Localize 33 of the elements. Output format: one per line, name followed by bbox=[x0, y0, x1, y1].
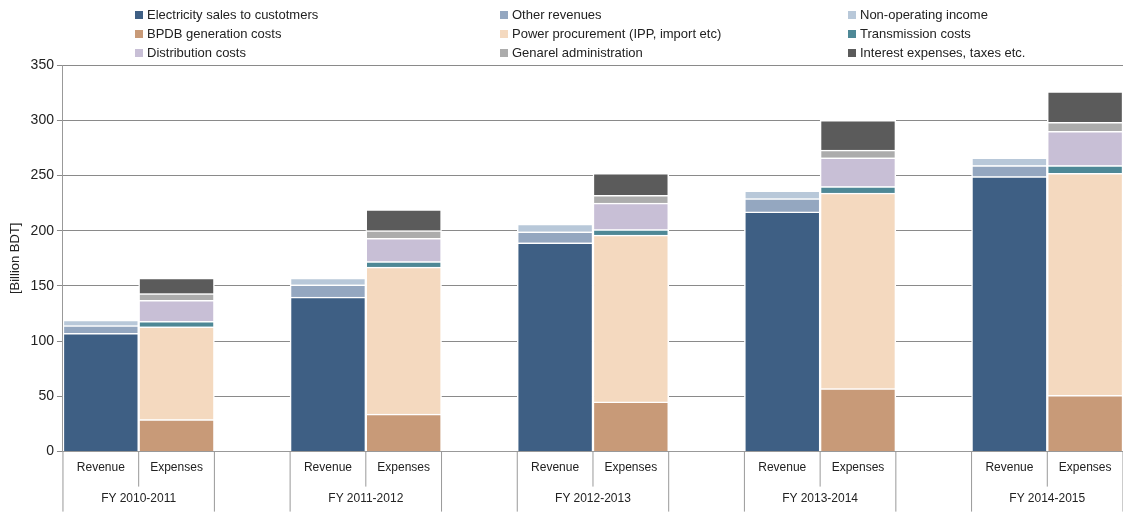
y-tick-label: 100 bbox=[30, 332, 55, 348]
text: FY 2014-2015 bbox=[1009, 490, 1086, 505]
x-tick-label: Revenue bbox=[985, 460, 1034, 475]
x-tick-label: Revenue bbox=[76, 460, 126, 475]
legend-label: Non-operating income bbox=[860, 7, 988, 22]
legend-label: Other revenues bbox=[512, 7, 602, 22]
x-tick-label: Expenses bbox=[604, 460, 658, 475]
x-tick-label: Revenue bbox=[531, 460, 580, 475]
x-tick-label: Expenses bbox=[1058, 460, 1112, 475]
legend-label: Power procurement (IPP, import etc) bbox=[512, 26, 722, 41]
y-tick-label: 50 bbox=[38, 387, 55, 404]
legend-label: BPDB generation costs bbox=[147, 26, 282, 41]
legend-label: Genarel administration bbox=[512, 45, 643, 60]
y-tick-label: 200 bbox=[30, 221, 55, 238]
y-tick-label: 150 bbox=[30, 276, 55, 293]
y-tick-label: 300 bbox=[30, 111, 55, 128]
text: FY 2012-2013 bbox=[555, 490, 632, 505]
legend-label: Distribution costs bbox=[147, 45, 246, 60]
x-tick-label: Expenses bbox=[831, 460, 885, 475]
legend-label: Electricity sales to custotmers bbox=[147, 7, 319, 22]
y-tick-label: 0 bbox=[46, 442, 55, 459]
text: FY 2010-2011 bbox=[101, 490, 177, 505]
y-axis-title: [Billion BDT] bbox=[7, 222, 23, 295]
y-tick-label: 350 bbox=[30, 55, 55, 72]
legend-label: Transmission costs bbox=[860, 26, 971, 41]
legend-label: Interest expenses, taxes etc. bbox=[860, 45, 1026, 60]
y-tick-label: 250 bbox=[30, 166, 55, 183]
x-tick-label: Revenue bbox=[758, 460, 807, 475]
x-tick-label: Expenses bbox=[150, 460, 203, 475]
x-tick-label: Expenses bbox=[377, 460, 431, 475]
text: FY 2011-2012 bbox=[328, 490, 404, 505]
text: FY 2013-2014 bbox=[782, 490, 859, 505]
x-tick-label: Revenue bbox=[303, 460, 353, 475]
